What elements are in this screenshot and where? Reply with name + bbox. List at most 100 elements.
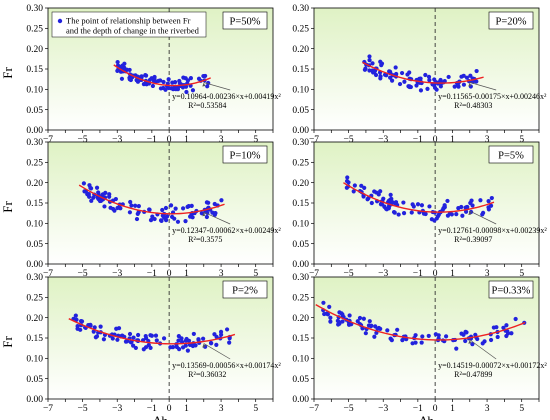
data-point [110, 336, 115, 341]
data-point [461, 73, 466, 78]
data-point [324, 311, 329, 316]
data-point [96, 190, 101, 195]
data-point [141, 347, 146, 352]
x-tick-label: 0 [167, 135, 172, 145]
y-tick-label: 0.20 [26, 179, 43, 189]
y-tick-label: 0.10 [26, 355, 43, 365]
x-tick-label: −3 [112, 269, 122, 279]
y-tick-label: 0.10 [292, 220, 309, 230]
fit-curve [315, 304, 526, 341]
r-squared: R²=0.53584 [188, 101, 226, 110]
x-tick-label: −1 [413, 404, 423, 414]
data-point [370, 61, 375, 66]
data-point [201, 336, 206, 341]
data-point [125, 339, 130, 344]
x-tick-label: 1 [184, 135, 189, 145]
data-point [75, 323, 80, 329]
data-point [173, 206, 178, 211]
data-point [153, 333, 159, 338]
data-point [367, 58, 372, 63]
data-point [478, 198, 483, 203]
p-label: P=2% [232, 286, 258, 297]
data-point [419, 203, 425, 208]
data-point [393, 201, 398, 206]
data-point [486, 207, 491, 212]
data-point [372, 334, 377, 339]
x-tick-label: −7 [309, 269, 319, 279]
p-label-box [222, 11, 268, 30]
data-point [368, 324, 374, 329]
data-point [474, 68, 479, 74]
data-point [461, 82, 467, 87]
data-point [389, 78, 395, 83]
data-point [134, 216, 140, 222]
legend-text-line1: The point of relationship between Fr [66, 16, 191, 26]
data-point [143, 73, 149, 78]
data-point [340, 312, 345, 317]
x-tick-label: 5 [253, 404, 258, 414]
y-tick-label: 0.25 [292, 159, 309, 169]
data-point [196, 337, 201, 343]
data-point [335, 318, 340, 323]
equation-pointer [203, 211, 231, 225]
x-tick-label: 1 [450, 135, 455, 145]
data-point [133, 203, 138, 208]
p-label-box [488, 145, 534, 164]
x-tick-label: −3 [112, 135, 122, 145]
x-tick-label: −5 [344, 135, 354, 145]
data-point [454, 211, 459, 217]
data-point [470, 342, 475, 347]
p-label-box [222, 280, 268, 299]
x-tick-label: −3 [378, 404, 388, 414]
data-point [218, 329, 224, 334]
data-point [376, 192, 381, 197]
data-point [169, 214, 175, 219]
data-point [445, 198, 450, 204]
data-point [347, 313, 352, 318]
data-point [363, 331, 368, 336]
data-point [427, 204, 432, 209]
data-point [494, 325, 499, 330]
data-point [460, 213, 465, 218]
equation-pointer [203, 82, 231, 91]
y-tick-label: 0.30 [26, 4, 43, 14]
data-point [344, 178, 350, 184]
data-point [205, 84, 210, 89]
r-squared: R²=0.36032 [188, 370, 226, 379]
data-point [115, 59, 120, 65]
data-point [94, 185, 100, 190]
data-point [154, 338, 159, 343]
y-tick-label: 0.30 [292, 273, 309, 283]
data-point [189, 203, 194, 208]
pointer-arrowhead [202, 343, 206, 348]
y-tick-label: 0.25 [26, 25, 43, 35]
data-point [149, 333, 154, 338]
y-tick-label: 0.25 [292, 294, 309, 304]
data-point [133, 345, 138, 351]
data-point [509, 331, 514, 336]
pointer-arrowhead [468, 211, 472, 216]
data-point [385, 328, 390, 333]
fit-equation: y=0.13569-0.00056×x+0.00174x² [172, 361, 281, 370]
x-tick-label: 5 [253, 135, 258, 145]
x-tick-label: 1 [450, 404, 455, 414]
data-point [397, 81, 403, 87]
y-tick-label: 0.30 [292, 138, 309, 148]
fit-equation: y=0.11565-0.00175×x+0.00246x² [438, 92, 547, 101]
data-point [131, 335, 136, 340]
r-squared: R²=0.39097 [454, 235, 492, 244]
data-point [176, 347, 182, 352]
y-tick-label: 0.00 [292, 126, 309, 136]
data-point [146, 342, 151, 348]
data-point [402, 79, 407, 84]
data-point [372, 68, 378, 74]
y-tick-label: 0.10 [26, 86, 43, 96]
data-point [429, 217, 434, 222]
data-point [463, 338, 468, 344]
data-point [357, 315, 363, 321]
data-point [89, 198, 94, 203]
data-point [489, 195, 494, 201]
equation-pointer [469, 210, 497, 225]
data-point [201, 73, 206, 79]
